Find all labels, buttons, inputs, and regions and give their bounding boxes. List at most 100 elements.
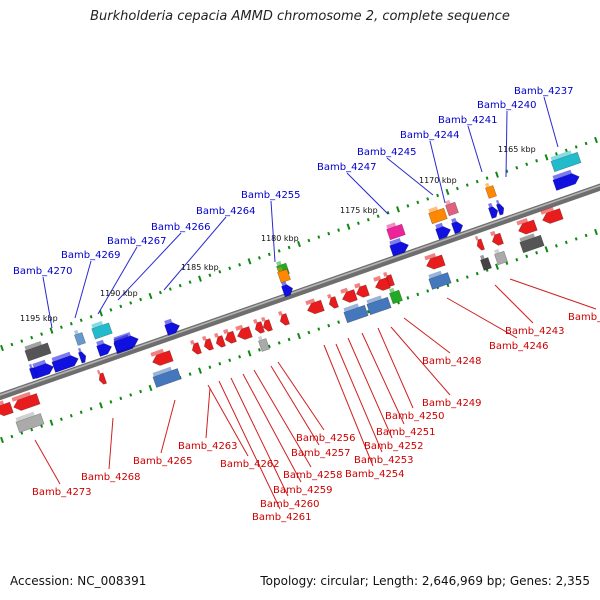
reverse-gene-label: Bamb_4268	[81, 472, 141, 483]
gene-arrow	[261, 316, 273, 332]
forward-gene-label: Bamb_4240	[477, 100, 537, 111]
reverse-leader-line	[160, 399, 176, 454]
forward-leader-line	[386, 157, 434, 196]
gene-arrow	[495, 199, 505, 216]
outer-track-tick	[574, 145, 578, 149]
inner-track-tick	[287, 337, 291, 342]
inner-track-tick	[455, 278, 459, 283]
reverse-leader-line	[323, 344, 374, 467]
outer-track-tick	[327, 231, 331, 236]
gene-arrow	[490, 230, 504, 246]
outer-track-tick	[30, 335, 34, 340]
inner-track-tick	[89, 407, 93, 411]
forward-gene-label: Bamb_4244	[400, 130, 460, 141]
reverse-leader-line	[218, 380, 281, 510]
outer-track-tick	[356, 221, 360, 225]
gene-arrow	[0, 400, 14, 417]
gene-arrow	[494, 248, 508, 266]
outer-track-tick	[455, 186, 459, 191]
inner-track-tick	[40, 424, 44, 428]
accession-label: Accession: NC_008391	[10, 574, 147, 588]
gene-arrow	[11, 391, 41, 411]
forward-leader-line	[163, 216, 227, 291]
reverse-leader-line	[509, 278, 597, 310]
inner-track-tick	[109, 400, 113, 404]
scale-label: 1190 kbp	[100, 289, 138, 298]
gene-arrow	[277, 266, 291, 284]
reverse-gene-label: Bamb_4259	[273, 485, 333, 496]
reverse-gene-label: Bamb_4242	[568, 312, 600, 323]
forward-gene-label: Bamb_4266	[151, 222, 211, 233]
reverse-gene-label: Bamb_4250	[385, 411, 445, 422]
gene-arrow	[51, 351, 79, 373]
gene-arrow	[451, 217, 464, 235]
map-title: Burkholderia cepacia AMMD chromosome 2, …	[90, 9, 510, 24]
inner-track-tick	[366, 309, 370, 314]
outer-track-tick	[257, 256, 261, 260]
scale-label: 1175 kbp	[340, 206, 378, 215]
inner-track-tick	[10, 434, 14, 439]
inner-track-tick	[198, 367, 202, 374]
gene-arrow	[152, 366, 182, 388]
gene-arrow	[428, 206, 448, 225]
gene-arrow	[366, 295, 392, 316]
outer-track-tick	[584, 141, 588, 146]
inner-track-tick	[119, 396, 123, 401]
gene-arrow	[190, 339, 202, 355]
inner-track-tick	[59, 417, 63, 421]
gene-arrow	[214, 332, 226, 348]
reverse-gene-label: Bamb_4253	[354, 455, 414, 466]
gene-arrow	[428, 270, 452, 290]
outer-track-tick	[287, 245, 291, 250]
inner-track-tick	[584, 233, 588, 238]
gene-arrow	[540, 206, 564, 224]
gene-arrow	[202, 335, 214, 351]
gene-arrow	[15, 411, 45, 433]
inner-track-tick	[426, 289, 430, 293]
label-leader-lines	[34, 96, 597, 510]
genome-summary: Topology: circular; Length: 2,646,969 bp…	[260, 574, 590, 588]
inner-track-tick	[228, 358, 232, 363]
gene-arrow	[32, 359, 54, 379]
inner-track-tick	[525, 254, 529, 259]
inner-track-tick	[188, 372, 192, 376]
forward-leader-line	[74, 260, 92, 319]
gene-arrow	[223, 328, 237, 344]
reverse-leader-line	[270, 365, 320, 446]
reverse-gene-label: Bamb_4249	[422, 398, 482, 409]
forward-leader-line	[429, 140, 446, 204]
outer-track-tick	[366, 217, 370, 222]
inner-track-tick	[297, 332, 301, 340]
gene-arrow	[258, 335, 270, 352]
outer-track-tick	[119, 304, 123, 309]
reverse-leader-line	[207, 384, 249, 457]
outer-track-tick	[218, 269, 222, 274]
reverse-leader-line	[277, 361, 325, 431]
inner-track-tick	[544, 246, 549, 253]
forward-gene-label: Bamb_4269	[61, 250, 121, 261]
inner-track-tick	[515, 257, 519, 262]
reverse-gene-label: Bamb_4257	[291, 448, 351, 459]
outer-track-tick	[198, 275, 202, 282]
chromosome-backbone	[0, 183, 600, 401]
outer-track-tick	[485, 176, 489, 180]
inner-track-tick	[30, 427, 34, 432]
outer-track-tick	[208, 273, 212, 277]
outer-track-tick	[49, 327, 54, 334]
inner-track-tick	[148, 384, 153, 392]
reverse-leader-line	[108, 417, 114, 470]
outer-track-tick	[20, 339, 24, 343]
reverse-leader-line	[242, 373, 302, 483]
reverse-gene-label: Bamb_4251	[376, 427, 436, 438]
inner-track-tick	[554, 244, 558, 248]
outer-track-tick	[188, 280, 192, 284]
outer-track-tick	[337, 228, 341, 232]
inner-track-tick	[69, 413, 73, 418]
inner-track-tick	[337, 320, 341, 324]
inner-track-tick	[495, 263, 499, 270]
forward-gene-label: Bamb_4267	[107, 236, 167, 247]
forward-gene-label: Bamb_4237	[514, 86, 574, 97]
inner-track-tick	[307, 330, 311, 335]
outer-track-tick	[109, 308, 113, 312]
inner-track-tick	[327, 323, 331, 328]
